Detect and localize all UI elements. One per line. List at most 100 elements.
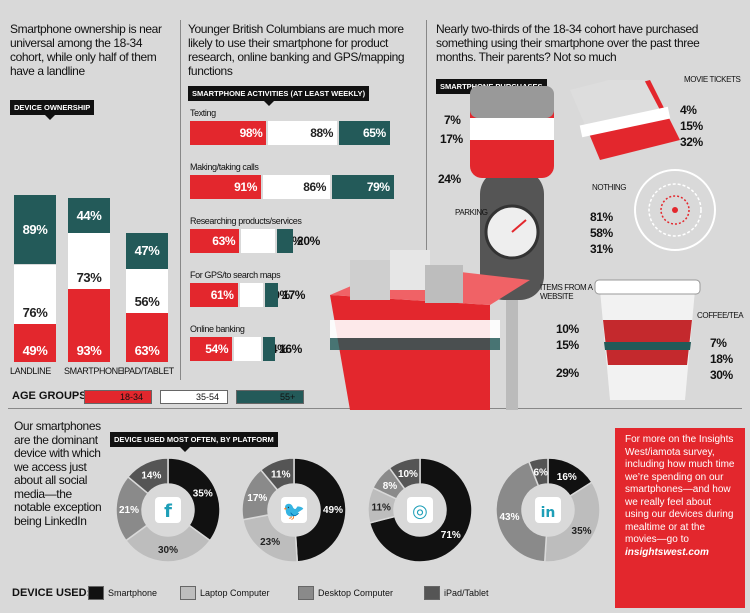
legend-label-laptop: Laptop Computer — [200, 588, 270, 598]
activity-value-label: 65% — [362, 126, 386, 140]
activity-bar-55plus: 17% — [264, 283, 305, 307]
donut-slice-twitter-smartphone — [293, 457, 347, 563]
activity-bar-18-34: 54% — [190, 337, 233, 361]
donut-slice-instagram-ipadtablet — [388, 457, 421, 491]
activity-value-label: 61% — [210, 288, 234, 302]
legend-label-55plus: 55+ — [280, 392, 296, 402]
donut-label: 16% — [557, 472, 577, 483]
purchase-value-movie-35-54: 15% — [680, 119, 703, 133]
legend-swatch-35-54 — [160, 390, 228, 404]
donut-label: 6% — [533, 468, 548, 479]
platform-donuts: 35% 30% 21% 14% f 49% 23% 17% 11% 🐦 71% 11% 8%10% ◎ 16… — [115, 457, 601, 563]
purchase-value-website-35-54: 15% — [556, 338, 579, 352]
purchase-value-nothing-55plus: 81% — [590, 210, 613, 224]
activity-value-label: 54% — [205, 342, 229, 356]
donut-label: 71% — [441, 530, 461, 541]
legend-swatch-smartphone — [88, 586, 104, 600]
purchase-category-website: ITEMS FROM A WEBSITE — [540, 283, 593, 301]
legend-label-desktop: Desktop Computer — [318, 588, 394, 598]
instagram-icon: ◎ — [412, 501, 428, 522]
ownership-bar-smartphone-18-34: 93% — [68, 289, 110, 362]
legend-swatch-18-34 — [84, 390, 152, 404]
activity-bar-35-54: 34% — [234, 337, 288, 361]
platform-icon-bg — [535, 497, 561, 523]
section2-headline: Younger British Columbians are much more… — [188, 22, 405, 78]
purchase-category-coffee: COFFEE/TEA — [697, 311, 744, 320]
donut-label: 49% — [323, 505, 343, 516]
donut-slice-linkedin-desktopcomputer — [495, 460, 548, 563]
activity-value-label: 98% — [239, 126, 263, 140]
activity-bar-35-54: 30% — [239, 283, 290, 307]
legend-swatch-55plus — [236, 390, 304, 404]
activity-bar-18-34: 98% — [190, 121, 267, 145]
legend-label-tablet: iPad/Tablet — [444, 588, 489, 598]
smartphone-activities-tag: SMARTPHONE ACTIVITIES (AT LEAST WEEKLY) — [188, 86, 370, 106]
platform-icon-bg — [155, 497, 181, 523]
donut-slice-twitter-ipadtablet — [259, 457, 295, 492]
device-used-tag: DEVICE USED MOST OFTEN, BY PLATFORM — [110, 432, 278, 452]
ownership-bar-smartphone-55plus: 44% — [68, 198, 110, 233]
ownership-bar-smartphone-35-54: 73% — [68, 232, 110, 290]
activity-value-label: 88% — [310, 126, 334, 140]
nothing-target-icon — [634, 169, 716, 251]
purchase-value-nothing-35-54: 58% — [590, 226, 613, 240]
ownership-bar-ipadtablet-18-34: 63% — [126, 312, 168, 362]
activity-bar-35-54: 44% — [241, 229, 303, 253]
legend-label-smartphone: Smartphone — [108, 588, 158, 598]
purchase-value-nothing-18-34: 31% — [590, 242, 613, 256]
activity-bar-18-34: 63% — [190, 229, 240, 253]
activity-value-label: 20% — [297, 234, 320, 248]
purchase-value-parking-55plus: 7% — [444, 113, 461, 127]
twitter-icon: 🐦 — [283, 501, 305, 522]
activity-value-label: 86% — [303, 180, 327, 194]
section4-intro: Our smartphones are the dominant device … — [14, 419, 102, 528]
facebook-icon: f — [164, 501, 172, 522]
donut-slice-facebook-laptopcomputer — [124, 524, 212, 563]
donut-slice-instagram-smartphone — [368, 457, 473, 563]
device-used-label: DEVICE USED: — [12, 587, 91, 599]
purchase-value-website-18-34: 29% — [556, 366, 579, 380]
activity-bar-35-54: 88% — [268, 121, 338, 145]
device-ownership-tag: DEVICE OWNERSHIP — [10, 100, 95, 120]
legend-swatch-laptop — [180, 586, 196, 600]
donut-label: 35% — [193, 488, 213, 499]
legend-label-35-54: 35-54 — [196, 392, 220, 402]
ownership-category-label: LANDLINE — [10, 366, 51, 376]
section1-headline: Smartphone ownership is near universal a… — [10, 22, 162, 78]
donut-slice-facebook-smartphone — [167, 457, 221, 542]
activity-label: Online banking — [190, 324, 245, 334]
activity-value-label: 16% — [279, 342, 302, 356]
legend-swatch-desktop — [298, 586, 314, 600]
purchases-illustration — [330, 80, 716, 410]
activity-bar-18-34: 91% — [190, 175, 261, 199]
activity-label: Making/taking calls — [190, 162, 259, 172]
purchase-value-parking-35-54: 17% — [440, 132, 463, 146]
gift-boxes-icon — [330, 250, 530, 410]
activity-label: Texting — [190, 108, 216, 118]
legend-swatch-tablet — [424, 586, 440, 600]
donut-label: 43% — [499, 512, 519, 523]
donut-slice-linkedin-laptopcomputer — [543, 481, 601, 563]
activity-bar-55plus: 79% — [332, 175, 394, 199]
purchase-value-coffee-18-34: 30% — [710, 368, 733, 382]
donut-slice-facebook-ipadtablet — [126, 457, 169, 495]
donut-label: 11% — [271, 469, 291, 480]
activity-value-label: 79% — [366, 180, 390, 194]
donut-slice-linkedin-ipadtablet — [527, 457, 549, 487]
ownership-bar-ipadtablet-55plus: 47% — [126, 232, 168, 270]
activity-bar-55plus: 16% — [262, 337, 302, 361]
ownership-category-label: IPAD/TABLET — [122, 366, 174, 376]
ownership-bar-landline-18-34: 49% — [14, 323, 56, 362]
purchase-value-coffee-35-54: 18% — [710, 352, 733, 366]
ownership-bar-landline-55plus: 89% — [14, 195, 56, 265]
activity-value-label: 63% — [212, 234, 236, 248]
promo-box: For more on the Insights West/iamota sur… — [615, 428, 745, 608]
ownership-category-label: SMARTPHONE — [64, 366, 124, 376]
purchase-value-movie-18-34: 32% — [680, 135, 703, 149]
purchase-value-movie-55plus: 4% — [680, 103, 697, 117]
donut-label: 35% — [572, 526, 592, 537]
activity-bar-18-34: 61% — [190, 283, 238, 307]
donut-label: 14% — [141, 471, 161, 482]
promo-link[interactable]: insightswest.com — [625, 546, 709, 558]
purchase-category-parking: PARKING — [455, 208, 488, 217]
